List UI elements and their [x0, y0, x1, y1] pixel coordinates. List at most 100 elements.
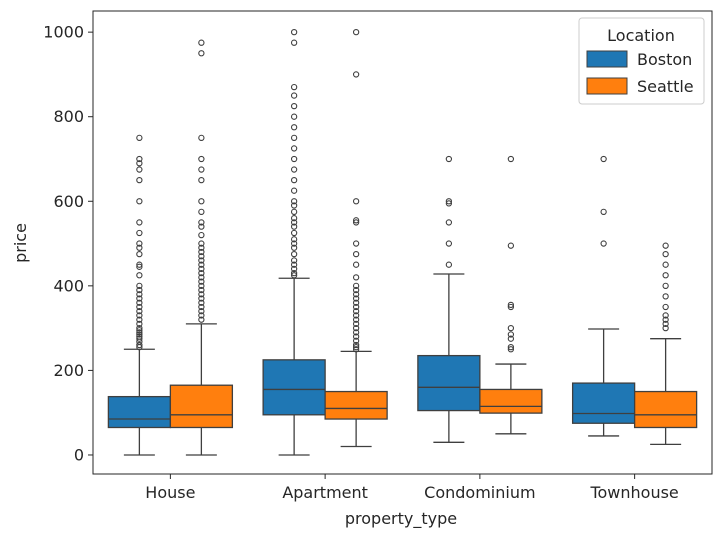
y-tick-label: 200	[53, 361, 84, 380]
outlier-point	[198, 312, 205, 319]
outlier-point	[290, 166, 298, 173]
y-axis-label: price	[11, 223, 30, 263]
outlier-point	[198, 248, 205, 256]
outlier-point	[600, 155, 607, 163]
outlier-point	[662, 312, 669, 319]
outlier-point	[198, 50, 205, 57]
outlier-point	[352, 286, 360, 294]
outlier-point	[290, 272, 298, 279]
outlier-point	[352, 316, 360, 323]
outlier-point	[198, 155, 205, 163]
outlier-point	[352, 28, 360, 36]
outlier-point	[290, 39, 298, 46]
outlier-point	[136, 198, 143, 205]
outlier-point	[352, 324, 360, 332]
outlier-point	[445, 155, 453, 163]
outlier-point	[198, 316, 205, 323]
outlier-point	[352, 217, 360, 224]
outlier-point	[136, 299, 143, 306]
outlier-point	[352, 219, 360, 226]
outlier-point	[198, 308, 205, 315]
outlier-point	[136, 341, 143, 349]
x-tick-label: Townhouse	[589, 483, 678, 502]
outlier-point	[290, 155, 298, 163]
outlier-point	[136, 244, 143, 251]
outlier-point	[352, 346, 360, 353]
outlier-point	[198, 303, 205, 311]
legend-swatch-boston	[586, 50, 628, 68]
outlier-point	[507, 344, 515, 351]
outlier-point	[352, 282, 360, 289]
y-tick-label: 0	[74, 445, 84, 464]
outlier-point	[662, 303, 669, 311]
outlier-point	[198, 291, 205, 298]
outlier-point	[136, 333, 143, 340]
outlier-point	[136, 329, 143, 336]
outlier-point	[136, 176, 143, 184]
box	[169, 384, 234, 429]
series-boston	[107, 28, 636, 456]
box	[107, 395, 172, 429]
outlier-point	[136, 312, 143, 319]
outlier-point	[290, 124, 298, 131]
outlier-point	[136, 250, 143, 258]
legend: Location Boston Seattle	[578, 17, 705, 105]
outlier-point	[290, 240, 298, 247]
x-tick-label: House	[145, 483, 195, 502]
outlier-point	[352, 308, 360, 315]
outlier-point	[198, 198, 205, 205]
outlier-point	[198, 208, 205, 215]
outlier-point	[352, 261, 360, 268]
outlier-point	[136, 303, 143, 311]
y-tick-label: 400	[53, 276, 84, 295]
outlier-point	[290, 270, 298, 277]
outlier-point	[290, 198, 298, 205]
outlier-point	[662, 282, 669, 289]
outlier-point	[290, 244, 298, 251]
outlier-point	[507, 303, 515, 311]
outlier-point	[290, 113, 298, 120]
outlier-point	[198, 134, 205, 141]
outlier-point	[198, 261, 205, 268]
outlier-point	[136, 263, 143, 270]
outlier-point	[445, 200, 453, 207]
outlier-point	[352, 320, 360, 328]
outlier-point	[352, 337, 360, 344]
outlier-point	[507, 155, 515, 163]
outlier-point	[507, 301, 515, 309]
x-axis-label: property_type	[345, 509, 457, 529]
outlier-point	[198, 223, 205, 230]
outlier-point	[290, 215, 298, 222]
outlier-point	[290, 250, 298, 258]
outlier-point	[136, 134, 143, 141]
outlier-point	[290, 257, 298, 264]
outlier-point	[136, 320, 143, 328]
outlier-point	[662, 320, 669, 328]
outlier-point	[198, 219, 205, 226]
outlier-point	[600, 240, 607, 247]
outlier-point	[507, 346, 515, 353]
legend-label-seattle: Seattle	[637, 77, 694, 96]
outlier-point	[198, 231, 205, 239]
outlier-point	[136, 282, 143, 289]
outlier-point	[136, 166, 143, 173]
outlier-point	[445, 219, 453, 226]
outlier-point	[198, 244, 205, 251]
outlier-point	[290, 145, 298, 152]
outlier-point	[290, 92, 298, 99]
outlier-point	[290, 208, 298, 215]
y-tick-label: 600	[53, 192, 84, 211]
outlier-point	[352, 341, 360, 349]
outlier-point	[507, 242, 515, 249]
outlier-point	[352, 198, 360, 205]
plot-area	[92, 10, 713, 475]
outlier-point	[600, 208, 607, 215]
outlier-point	[198, 166, 205, 173]
outlier-point	[290, 219, 298, 226]
outlier-point	[352, 295, 360, 302]
series-seattle	[169, 28, 698, 456]
outlier-point	[352, 250, 360, 258]
outlier-point	[352, 333, 360, 340]
outlier-point	[445, 261, 453, 268]
